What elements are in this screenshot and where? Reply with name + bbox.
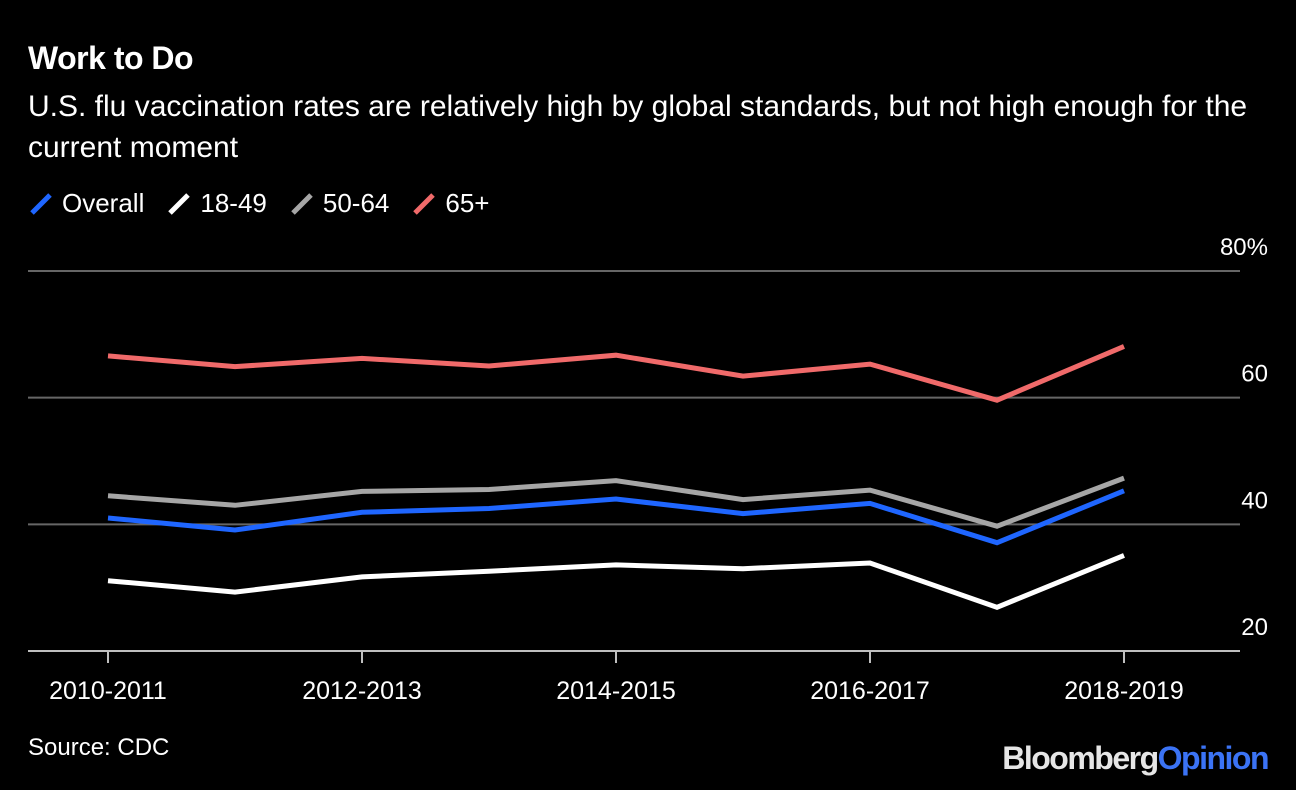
series-line-50-64 [107, 475, 1125, 529]
y-tick-label: 80% [1220, 234, 1268, 261]
series-line-18-49 [107, 553, 1125, 610]
legend-swatch-icon [289, 191, 315, 217]
brand-logo: BloombergOpinion [1002, 740, 1270, 777]
legend-item-18-49: 18-49 [166, 188, 267, 219]
y-tick-label: 60 [1241, 361, 1268, 388]
legend-item-overall: Overall [28, 188, 144, 219]
legend-swatch-icon [28, 191, 54, 217]
x-tick-label: 2018-2019 [1064, 677, 1184, 705]
chart-title: Work to Do [28, 40, 194, 76]
x-tick-label: 2014-2015 [556, 677, 676, 705]
y-tick-label: 20 [1241, 614, 1268, 641]
x-tick-label: 2016-2017 [810, 677, 930, 705]
legend: Overall 18-49 50-64 65+ [28, 188, 511, 219]
y-tick-label: 40 [1241, 487, 1268, 514]
brand-part-1: Bloomberg [1002, 740, 1159, 776]
legend-item-65-: 65+ [411, 188, 489, 219]
legend-label: 50-64 [322, 188, 390, 218]
source-note: Source: CDC [28, 734, 170, 761]
series-line-overall [107, 488, 1125, 546]
legend-label: 65+ [445, 188, 490, 218]
brand-part-2: Opinion [1157, 740, 1270, 776]
legend-label: 18-49 [200, 188, 267, 218]
legend-label: Overall [62, 188, 145, 218]
chart-subtitle: U.S. flu vaccination rates are relativel… [28, 90, 1248, 164]
x-tick-label: 2012-2013 [302, 677, 422, 705]
x-tick-label: 2010-2011 [49, 677, 167, 705]
legend-item-50-64: 50-64 [289, 188, 390, 219]
legend-swatch-icon [166, 191, 192, 217]
legend-swatch-icon [411, 191, 437, 217]
series-line-65- [107, 344, 1125, 403]
